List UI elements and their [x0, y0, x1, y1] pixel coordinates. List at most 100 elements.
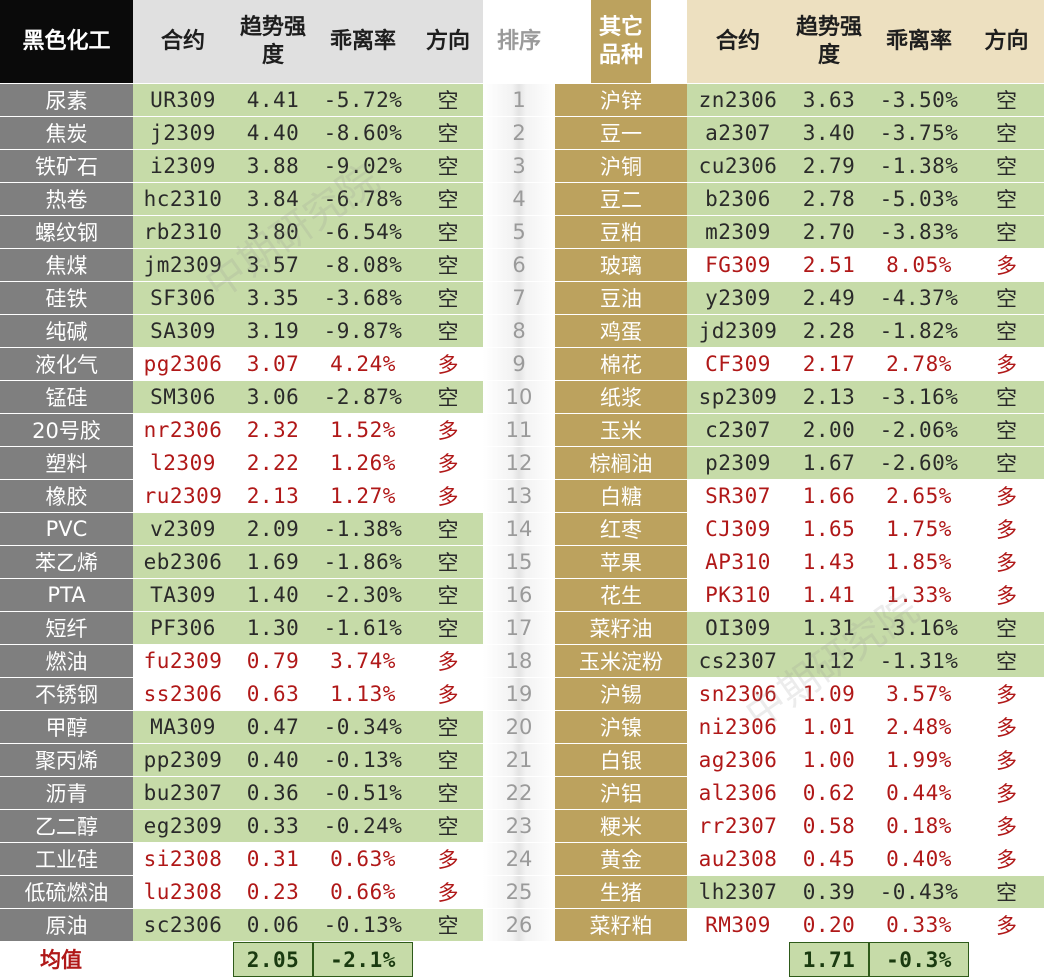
- left-direction: 空: [413, 84, 483, 117]
- right-direction: 多: [969, 777, 1044, 810]
- right-direction: 空: [969, 150, 1044, 183]
- right-trend-strength: 0.20: [789, 909, 869, 942]
- left-trend-strength: 3.57: [233, 249, 313, 282]
- left-contract: hc2310: [133, 183, 233, 216]
- right-contract: al2306: [687, 777, 789, 810]
- left-trend-strength: 0.06: [233, 909, 313, 942]
- left-trend-strength: 3.88: [233, 150, 313, 183]
- right-trend-strength: 0.45: [789, 843, 869, 876]
- rank-number: 22: [483, 777, 555, 810]
- left-direction: 空: [413, 513, 483, 546]
- right-category-name: 玻璃: [555, 249, 687, 282]
- rank-number: 8: [483, 315, 555, 348]
- left-deviation: -8.60%: [313, 117, 413, 150]
- right-category-name: 沪铝: [555, 777, 687, 810]
- right-contract: a2307: [687, 117, 789, 150]
- left-category-name: 聚丙烯: [0, 744, 133, 777]
- right-trend-strength: 1.31: [789, 612, 869, 645]
- right-category-name: 沪铜: [555, 150, 687, 183]
- right-deviation: -2.06%: [869, 414, 969, 447]
- left-trend-strength: 1.40: [233, 579, 313, 612]
- left-contract: v2309: [133, 513, 233, 546]
- left-category-name: 原油: [0, 909, 133, 942]
- right-deviation: -0.43%: [869, 876, 969, 909]
- left-contract: pg2306: [133, 348, 233, 381]
- left-direction: 多: [413, 480, 483, 513]
- right-category-name: 沪锌: [555, 84, 687, 117]
- right-category-name: 棉花: [555, 348, 687, 381]
- left-trend-strength: 3.80: [233, 216, 313, 249]
- right-trend-strength: 1.41: [789, 579, 869, 612]
- left-deviation: -1.61%: [313, 612, 413, 645]
- left-direction: 空: [413, 810, 483, 843]
- right-trend-strength: 2.79: [789, 150, 869, 183]
- rank-number: 19: [483, 678, 555, 711]
- right-contract: RM309: [687, 909, 789, 942]
- right-contract: AP310: [687, 546, 789, 579]
- left-trend-strength: 3.19: [233, 315, 313, 348]
- left-direction: 多: [413, 414, 483, 447]
- left-category-name: 苯乙烯: [0, 546, 133, 579]
- left-deviation: -9.02%: [313, 150, 413, 183]
- left-contract: SA309: [133, 315, 233, 348]
- right-direction: 空: [969, 447, 1044, 480]
- left-contract: l2309: [133, 447, 233, 480]
- left-contract: SM306: [133, 381, 233, 414]
- right-contract: FG309: [687, 249, 789, 282]
- left-contract: si2308: [133, 843, 233, 876]
- left-category-name: 沥青: [0, 777, 133, 810]
- left-trend-strength: 0.40: [233, 744, 313, 777]
- right-category-name: 花生: [555, 579, 687, 612]
- left-trend-strength: 2.09: [233, 513, 313, 546]
- right-deviation: -3.83%: [869, 216, 969, 249]
- right-direction: 多: [969, 909, 1044, 942]
- left-contract: i2309: [133, 150, 233, 183]
- left-direction: 多: [413, 645, 483, 678]
- left-trend-strength: 0.36: [233, 777, 313, 810]
- left-direction: 空: [413, 546, 483, 579]
- left-category-name: 工业硅: [0, 843, 133, 876]
- right-category-name: 棕榈油: [555, 447, 687, 480]
- right-deviation: 1.85%: [869, 546, 969, 579]
- left-category-name: 纯碱: [0, 315, 133, 348]
- right-contract: ag2306: [687, 744, 789, 777]
- rank-number: 12: [483, 447, 555, 480]
- header-left-deviation: 乖离率: [313, 0, 413, 84]
- left-deviation: -6.54%: [313, 216, 413, 249]
- right-trend-strength: 2.28: [789, 315, 869, 348]
- left-contract: rb2310: [133, 216, 233, 249]
- right-deviation: 1.75%: [869, 513, 969, 546]
- rank-number: 1: [483, 84, 555, 117]
- left-category-name: 低硫燃油: [0, 876, 133, 909]
- left-trend-strength: 0.79: [233, 645, 313, 678]
- left-trend-strength: 3.35: [233, 282, 313, 315]
- right-trend-strength: 2.78: [789, 183, 869, 216]
- left-trend-strength: 2.22: [233, 447, 313, 480]
- left-deviation: -5.72%: [313, 84, 413, 117]
- left-direction: 多: [413, 678, 483, 711]
- rank-number: 14: [483, 513, 555, 546]
- left-deviation: -0.24%: [313, 810, 413, 843]
- right-direction: 多: [969, 546, 1044, 579]
- right-deviation: 1.33%: [869, 579, 969, 612]
- right-deviation: 3.57%: [869, 678, 969, 711]
- right-trend-strength: 1.09: [789, 678, 869, 711]
- left-trend-strength: 0.33: [233, 810, 313, 843]
- right-contract: OI309: [687, 612, 789, 645]
- left-direction: 空: [413, 315, 483, 348]
- right-contract: PK310: [687, 579, 789, 612]
- right-trend-strength: 0.39: [789, 876, 869, 909]
- right-trend-strength: 3.63: [789, 84, 869, 117]
- average-empty: [555, 942, 687, 977]
- right-deviation: 2.65%: [869, 480, 969, 513]
- right-category-name: 沪锡: [555, 678, 687, 711]
- right-direction: 多: [969, 843, 1044, 876]
- left-contract: nr2306: [133, 414, 233, 447]
- left-trend-strength: 4.40: [233, 117, 313, 150]
- left-deviation: -1.86%: [313, 546, 413, 579]
- right-trend-strength: 2.00: [789, 414, 869, 447]
- right-trend-strength: 2.13: [789, 381, 869, 414]
- right-category-name: 红枣: [555, 513, 687, 546]
